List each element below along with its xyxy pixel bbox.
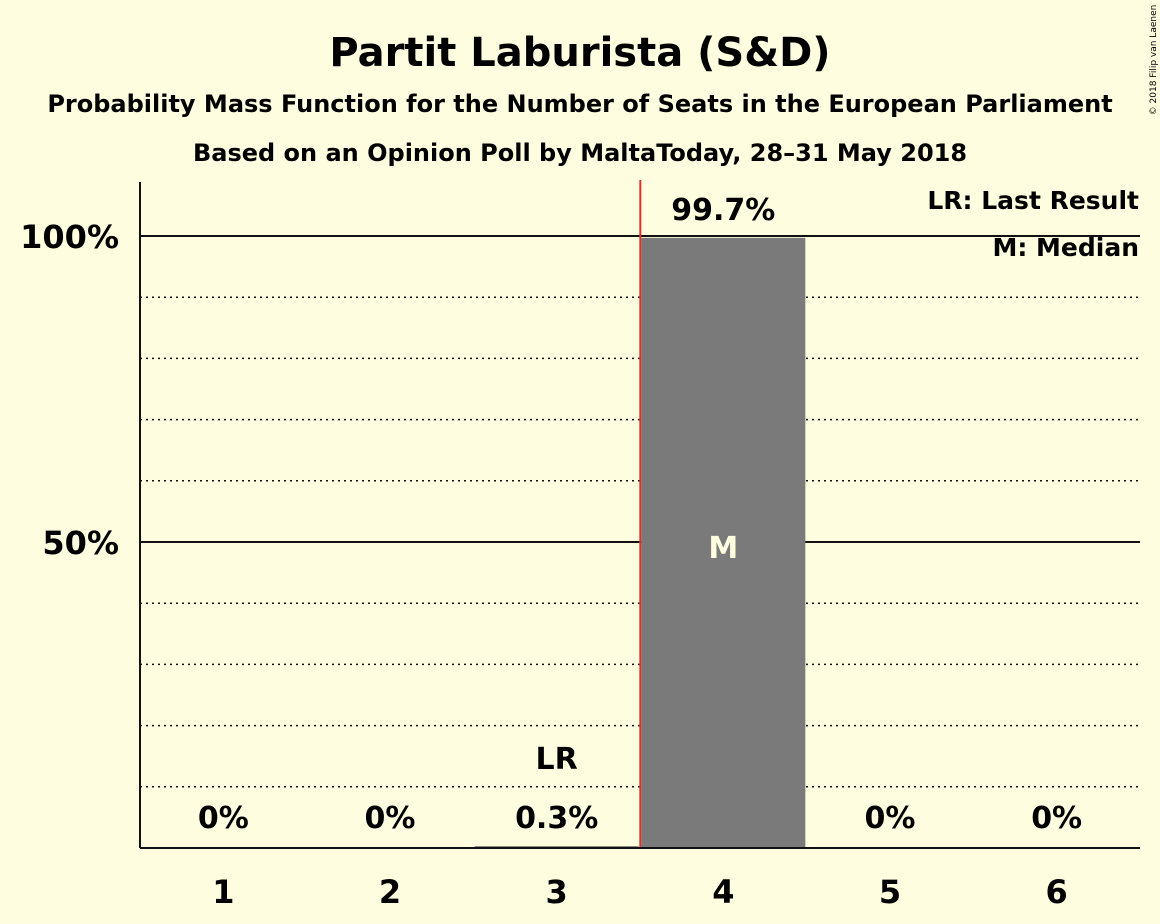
bar-value-label: 0.3% [515,801,598,836]
bar-value-label: 0% [865,801,916,836]
y-tick-label: 100% [20,218,119,256]
legend-entry-median: M: Median [992,233,1139,262]
legend-entry-last-result: LR: Last Result [927,186,1139,215]
median-label: M [708,531,738,566]
bar-value-label: 0% [1031,801,1082,836]
x-tick-label: 3 [546,873,568,911]
chart-subtitle: Probability Mass Function for the Number… [47,90,1112,118]
bar-value-label: 0% [365,801,416,836]
x-tick-label: 5 [879,873,901,911]
y-tick-label: 50% [42,524,119,562]
bar-value-label: 0% [198,801,249,836]
copyright-notice: © 2018 Filip van Laenen [1149,5,1159,116]
bar [641,237,806,848]
x-tick-label: 1 [212,873,234,911]
x-tick-label: 6 [1046,873,1068,911]
bar-value-label: 99.7% [671,193,775,228]
chart-title: Partit Laburista (S&D) [329,30,830,76]
chart-subtitle-source: Based on an Opinion Poll by MaltaToday, … [193,139,967,167]
last-result-marker: LR [536,742,578,777]
x-tick-label: 2 [379,873,401,911]
x-tick-label: 4 [712,873,734,911]
